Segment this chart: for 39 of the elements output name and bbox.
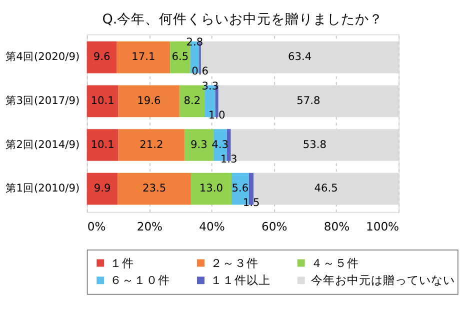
data-label: 6.5 [172, 50, 189, 64]
data-label: 8.2 [184, 94, 201, 108]
legend-label: １件 [110, 256, 134, 270]
data-label: 53.8 [302, 138, 327, 151]
data-label: 17.1 [132, 50, 156, 64]
x-tick-label: 40% [199, 220, 225, 234]
legend-label: ４～５件 [310, 256, 359, 270]
data-label: 13.0 [199, 182, 224, 195]
x-tick-label: 100% [366, 220, 400, 234]
chart-title: Q.今年、何件くらいお中元を贈りましたか？ [102, 12, 384, 28]
legend-label: １１件以上 [210, 273, 270, 288]
data-label: 5.6 [232, 182, 249, 195]
y-tick-label: 第3回(2017/9) [5, 94, 80, 108]
y-tick-label: 第2回(2014/9) [5, 138, 80, 151]
y-tick-label: 第4回(2020/9) [5, 50, 80, 64]
x-tick-label: 60% [262, 220, 288, 234]
data-label: 10.1 [90, 94, 114, 108]
x-tick-label: 0% [87, 220, 106, 234]
legend-label: ２～３件 [210, 256, 258, 270]
y-tick-label: 第1回(2010/9) [5, 182, 80, 195]
data-label: 19.6 [137, 94, 161, 108]
x-tick-label: 80% [324, 220, 350, 234]
data-label: 1.3 [220, 152, 238, 166]
data-label: 0.6 [192, 64, 209, 78]
data-label: 1.5 [242, 196, 260, 210]
legend-label: 今年お中元は贈っていない [310, 273, 455, 288]
data-label: 1.0 [208, 108, 226, 122]
data-label: 46.5 [314, 182, 338, 195]
data-label: 9.6 [93, 50, 111, 64]
data-label: 63.4 [288, 50, 312, 64]
data-label: 9.9 [94, 182, 111, 195]
data-label: 57.8 [296, 94, 321, 108]
legend-label: ６～１０件 [110, 273, 170, 288]
x-tick-label: 20% [136, 220, 163, 234]
data-label: 21.2 [140, 138, 164, 151]
data-label: 2.8 [186, 36, 204, 49]
data-label: 9.3 [190, 138, 208, 151]
data-label: 10.1 [90, 138, 114, 151]
data-label: 23.5 [142, 182, 166, 195]
